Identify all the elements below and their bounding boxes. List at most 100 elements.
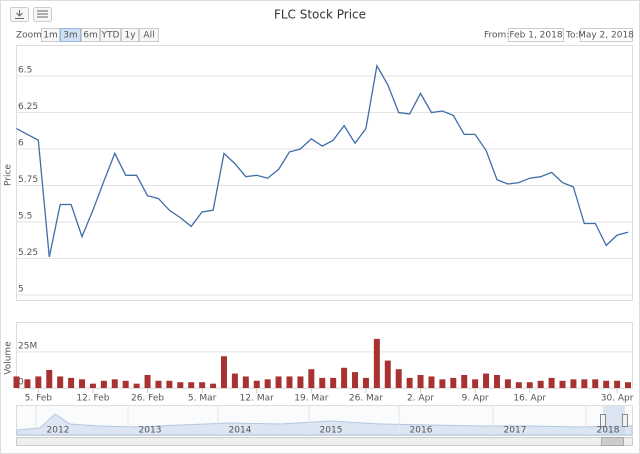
navigator-selection[interactable] [603,406,625,435]
volume-bar [111,379,118,388]
volume-bar [395,369,402,388]
volume-bar [46,369,53,388]
navigator-year: 2015 [320,426,343,436]
x-tick-label: 19. Mar [294,394,328,404]
volume-bar [57,376,64,388]
volume-bar [592,379,599,388]
scrollbar[interactable] [16,437,633,446]
volume-bar [406,377,413,388]
volume-bar [330,377,337,388]
volume-bar [428,376,435,388]
range-button[interactable] [139,28,159,42]
y-tick-label: 5.25 [18,248,38,258]
volume-bar [504,379,511,388]
volume-bar [352,372,359,388]
volume-bar [450,377,457,388]
range-button[interactable] [60,28,81,42]
export-buttons[interactable] [10,7,52,22]
print-icon [37,10,48,18]
volume-bar [199,382,206,388]
range-button-label: YTD [101,31,120,41]
download-icon [15,10,24,19]
volume-bar [341,367,348,388]
volume-bar [177,382,184,388]
scrollbar-thumb[interactable] [601,437,624,446]
y-tick-label: 5 [18,285,24,295]
volume-bar [614,380,621,388]
navigator-year: 2017 [504,426,527,436]
range-button-label: 1m [43,31,58,41]
y-tick-label: 25M [18,341,37,351]
navigator-handle[interactable] [622,414,628,427]
from-input[interactable] [508,28,564,42]
volume-bar [493,375,500,388]
volume-bar [526,382,533,388]
navigator-year: 2013 [139,426,162,436]
volume-bar [625,382,632,388]
volume-bar [373,338,380,388]
volume-bar [439,379,446,388]
x-tick-label: 30. Apr [601,394,634,404]
x-tick-label: 12. Feb [76,394,109,404]
volume-bar [319,377,326,388]
range-button-label: 1y [124,31,136,41]
chart-title: FLC Stock Price [274,8,366,22]
volume-bar [264,379,271,388]
y-tick-label: 6.25 [18,102,38,112]
x-tick-label: 2. Apr [407,394,434,404]
volume-bar [537,380,544,388]
volume-bar [570,379,577,388]
range-button[interactable] [81,28,100,42]
x-tick-label: 12. Mar [240,394,274,404]
x-tick-label: 9. Apr [462,394,489,404]
volume-bar [133,383,140,388]
navigator-year: 2012 [47,426,70,436]
navigator-year: 2018 [597,426,620,436]
volume-bar [461,375,468,388]
volume-bar [188,382,195,388]
from-label: From: [484,31,509,41]
volume-bar [35,376,42,388]
volume-bar [79,379,86,388]
volume-bar [144,375,151,388]
volume-bar [166,380,173,388]
volume-bar [362,377,369,388]
navigator-series [16,413,633,436]
from-date: Feb 1, 2018 [509,31,562,41]
range-button[interactable] [41,28,60,42]
y-tick-label: 5.75 [18,175,38,185]
y-axis-title: Price [4,164,14,186]
volume-bar [89,383,96,388]
navigator-handle[interactable] [600,414,606,427]
to-input[interactable] [580,28,633,42]
to-label: To: [565,31,579,41]
y-axis-title: Volume [4,341,14,375]
price-pane [16,45,633,301]
volume-bar [242,376,249,388]
volume-bar [220,356,227,388]
volume-bar [210,383,217,388]
zoom-label: Zoom [16,31,42,41]
volume-bar [100,380,107,388]
navigator-year: 2014 [229,426,252,436]
volume-bar [308,369,315,388]
to-date: May 2, 2018 [578,31,634,41]
x-tick-label: 5. Feb [25,394,53,404]
volume-bar [559,380,566,388]
volume-bar [253,380,260,388]
volume-bar [13,376,20,388]
volume-bar [68,377,75,388]
volume-bar [275,376,282,388]
volume-bar [548,377,555,388]
range-button[interactable] [100,28,121,42]
volume-bar [384,360,391,388]
y-tick-label: 5.5 [18,212,32,222]
range-button-label: All [143,31,154,41]
volume-bar [155,380,162,388]
price-line [16,63,629,258]
range-button[interactable] [121,28,139,42]
volume-bar [515,382,522,388]
x-tick-label: 16. Apr [513,394,546,404]
volume-bar [603,380,610,388]
